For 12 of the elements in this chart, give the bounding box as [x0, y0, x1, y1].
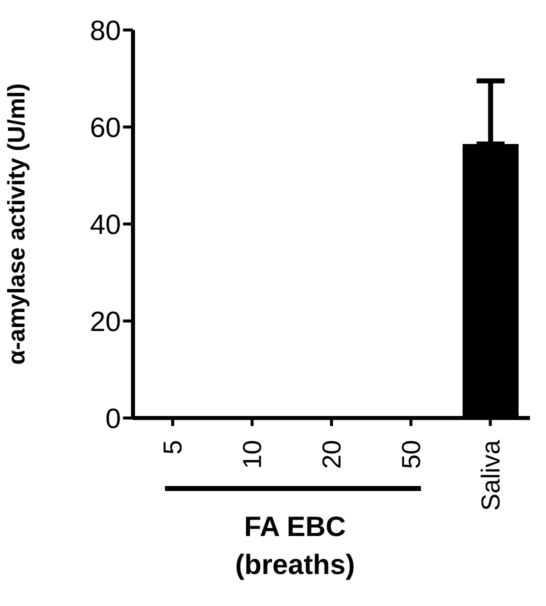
x-tick-label: 5 — [158, 440, 188, 454]
y-axis-title: α-amylase activity (U/ml) — [4, 83, 31, 365]
y-tick-label: 40 — [90, 208, 121, 240]
x-tick-label: 20 — [316, 440, 346, 469]
text: FA EBC (breaths) — [234, 510, 356, 582]
x-tick-label: 50 — [396, 440, 426, 469]
x-tick-label: 10 — [237, 440, 268, 469]
x-tick-label: Saliva — [475, 439, 506, 511]
y-tick-label: 0 — [105, 402, 121, 434]
y-tick-label: 20 — [90, 306, 121, 337]
y-tick-label: 60 — [90, 112, 121, 143]
y-tick-label: 80 — [90, 14, 121, 46]
